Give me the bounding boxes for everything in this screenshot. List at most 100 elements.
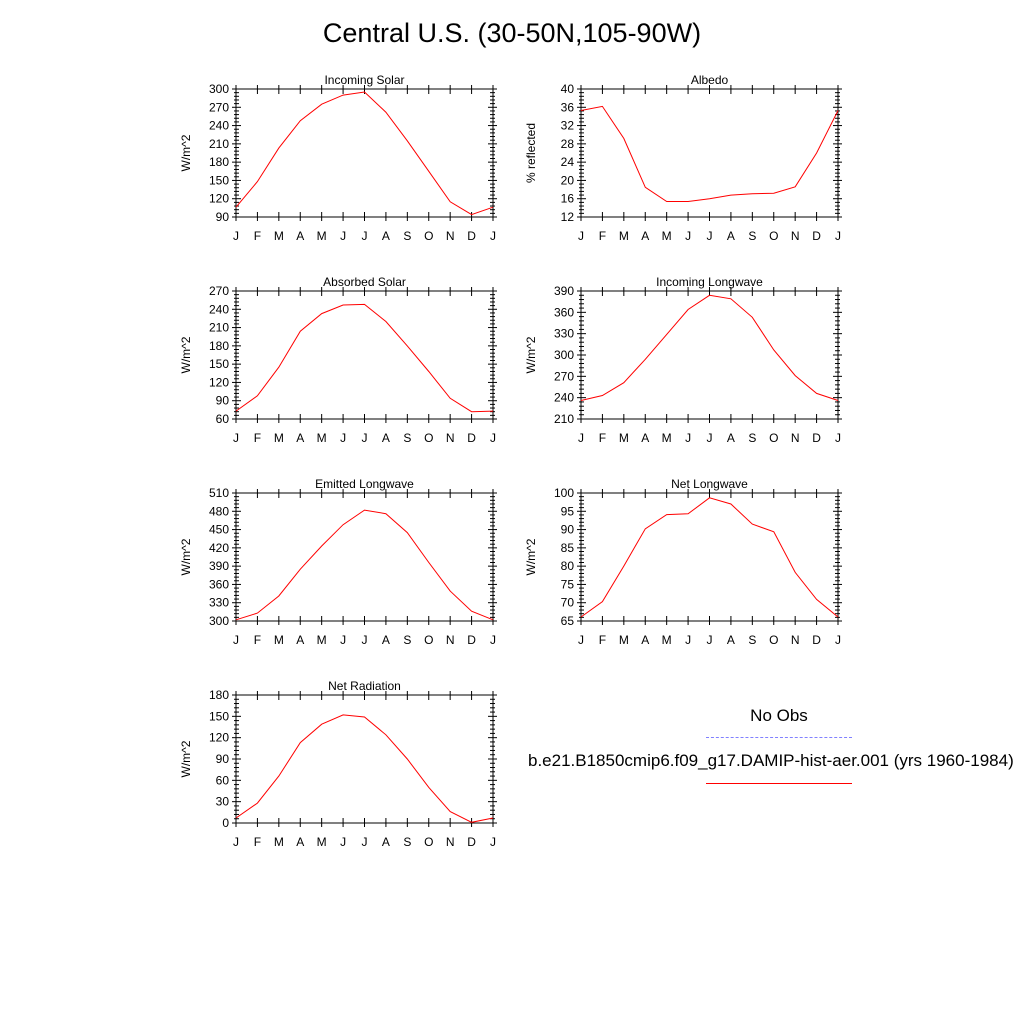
y-tick-label: 40 bbox=[561, 82, 575, 96]
y-tick-label: 360 bbox=[209, 577, 229, 591]
y-tick-label: 100 bbox=[554, 486, 574, 500]
y-tick-label: 270 bbox=[209, 284, 229, 298]
series-line bbox=[235, 714, 494, 823]
x-tick-label: J bbox=[685, 633, 691, 647]
x-tick-label: S bbox=[748, 431, 756, 445]
y-tick-label: 210 bbox=[209, 137, 229, 151]
x-tick-label: J bbox=[707, 633, 713, 647]
x-tick-label: M bbox=[662, 633, 672, 647]
y-tick-label: 70 bbox=[561, 596, 575, 610]
y-tick-label: 480 bbox=[209, 504, 229, 518]
y-tick-label: 60 bbox=[216, 773, 230, 787]
x-tick-label: A bbox=[641, 229, 649, 243]
x-tick-label: J bbox=[362, 633, 368, 647]
y-tick-label: 360 bbox=[554, 305, 574, 319]
y-tick-label: 65 bbox=[561, 614, 575, 628]
x-tick-label: S bbox=[748, 229, 756, 243]
x-tick-label: D bbox=[467, 431, 476, 445]
y-tick-label: 90 bbox=[216, 394, 230, 408]
y-axis-label: W/m^2 bbox=[179, 336, 193, 373]
y-tick-label: 270 bbox=[554, 369, 574, 383]
series-line bbox=[580, 497, 839, 618]
x-tick-label: J bbox=[835, 431, 841, 445]
y-tick-label: 120 bbox=[209, 192, 229, 206]
x-tick-label: J bbox=[685, 229, 691, 243]
x-tick-label: M bbox=[317, 835, 327, 849]
x-tick-label: A bbox=[382, 835, 390, 849]
y-tick-label: 85 bbox=[561, 541, 575, 555]
x-tick-label: O bbox=[769, 633, 778, 647]
x-tick-label: D bbox=[467, 835, 476, 849]
y-tick-label: 390 bbox=[209, 559, 229, 573]
x-tick-label: J bbox=[340, 835, 346, 849]
y-tick-label: 390 bbox=[554, 284, 574, 298]
plot-frame bbox=[235, 290, 494, 420]
y-tick-label: 240 bbox=[209, 302, 229, 316]
x-tick-label: A bbox=[296, 229, 304, 243]
x-tick-label: O bbox=[424, 633, 433, 647]
panel-title: Incoming Solar bbox=[324, 73, 404, 87]
y-tick-label: 12 bbox=[561, 210, 575, 224]
y-tick-label: 150 bbox=[209, 357, 229, 371]
x-tick-label: O bbox=[769, 431, 778, 445]
x-tick-label: J bbox=[490, 835, 496, 849]
x-tick-label: M bbox=[317, 633, 327, 647]
x-tick-label: S bbox=[748, 633, 756, 647]
legend-model-label: b.e21.B1850cmip6.f09_g17.DAMIP-hist-aer.… bbox=[528, 751, 1014, 770]
x-tick-label: J bbox=[233, 633, 239, 647]
y-tick-label: 90 bbox=[216, 210, 230, 224]
y-tick-label: 32 bbox=[561, 119, 575, 133]
x-tick-label: N bbox=[791, 431, 800, 445]
x-tick-label: N bbox=[446, 431, 455, 445]
plot-frame bbox=[235, 88, 494, 218]
y-tick-label: 120 bbox=[209, 375, 229, 389]
x-tick-label: S bbox=[403, 229, 411, 243]
x-tick-label: M bbox=[619, 431, 629, 445]
y-tick-label: 180 bbox=[209, 339, 229, 353]
x-tick-label: N bbox=[446, 835, 455, 849]
y-tick-label: 210 bbox=[209, 321, 229, 335]
series-line bbox=[235, 509, 494, 621]
x-tick-label: M bbox=[662, 431, 672, 445]
page-title: Central U.S. (30-50N,105-90W) bbox=[322, 18, 702, 48]
x-tick-label: A bbox=[641, 431, 649, 445]
x-tick-label: J bbox=[340, 633, 346, 647]
x-tick-label: A bbox=[296, 835, 304, 849]
y-tick-label: 330 bbox=[209, 596, 229, 610]
x-tick-label: O bbox=[424, 431, 433, 445]
y-tick-label: 150 bbox=[209, 709, 229, 723]
x-tick-label: O bbox=[424, 835, 433, 849]
x-tick-label: D bbox=[467, 229, 476, 243]
x-tick-label: F bbox=[599, 229, 606, 243]
x-tick-label: O bbox=[769, 229, 778, 243]
y-tick-label: 180 bbox=[209, 688, 229, 702]
y-axis-label: W/m^2 bbox=[524, 538, 538, 575]
series-line bbox=[235, 91, 494, 216]
x-tick-label: S bbox=[403, 835, 411, 849]
y-axis-label: W/m^2 bbox=[524, 336, 538, 373]
x-tick-label: S bbox=[403, 431, 411, 445]
y-tick-label: 30 bbox=[216, 795, 230, 809]
x-tick-label: A bbox=[727, 633, 735, 647]
x-tick-label: A bbox=[296, 431, 304, 445]
panel-title: Emitted Longwave bbox=[315, 477, 414, 491]
x-tick-label: M bbox=[317, 229, 327, 243]
x-tick-label: J bbox=[578, 229, 584, 243]
y-tick-label: 24 bbox=[561, 155, 575, 169]
plot-frame bbox=[580, 492, 839, 622]
x-tick-label: J bbox=[707, 431, 713, 445]
x-tick-label: M bbox=[274, 229, 284, 243]
x-tick-label: M bbox=[317, 431, 327, 445]
x-tick-label: A bbox=[382, 229, 390, 243]
x-tick-label: M bbox=[274, 835, 284, 849]
y-axis-label: % reflected bbox=[524, 123, 538, 183]
x-tick-label: F bbox=[599, 431, 606, 445]
legend-model-line bbox=[706, 783, 852, 784]
y-tick-label: 75 bbox=[561, 577, 575, 591]
x-tick-label: D bbox=[812, 229, 821, 243]
